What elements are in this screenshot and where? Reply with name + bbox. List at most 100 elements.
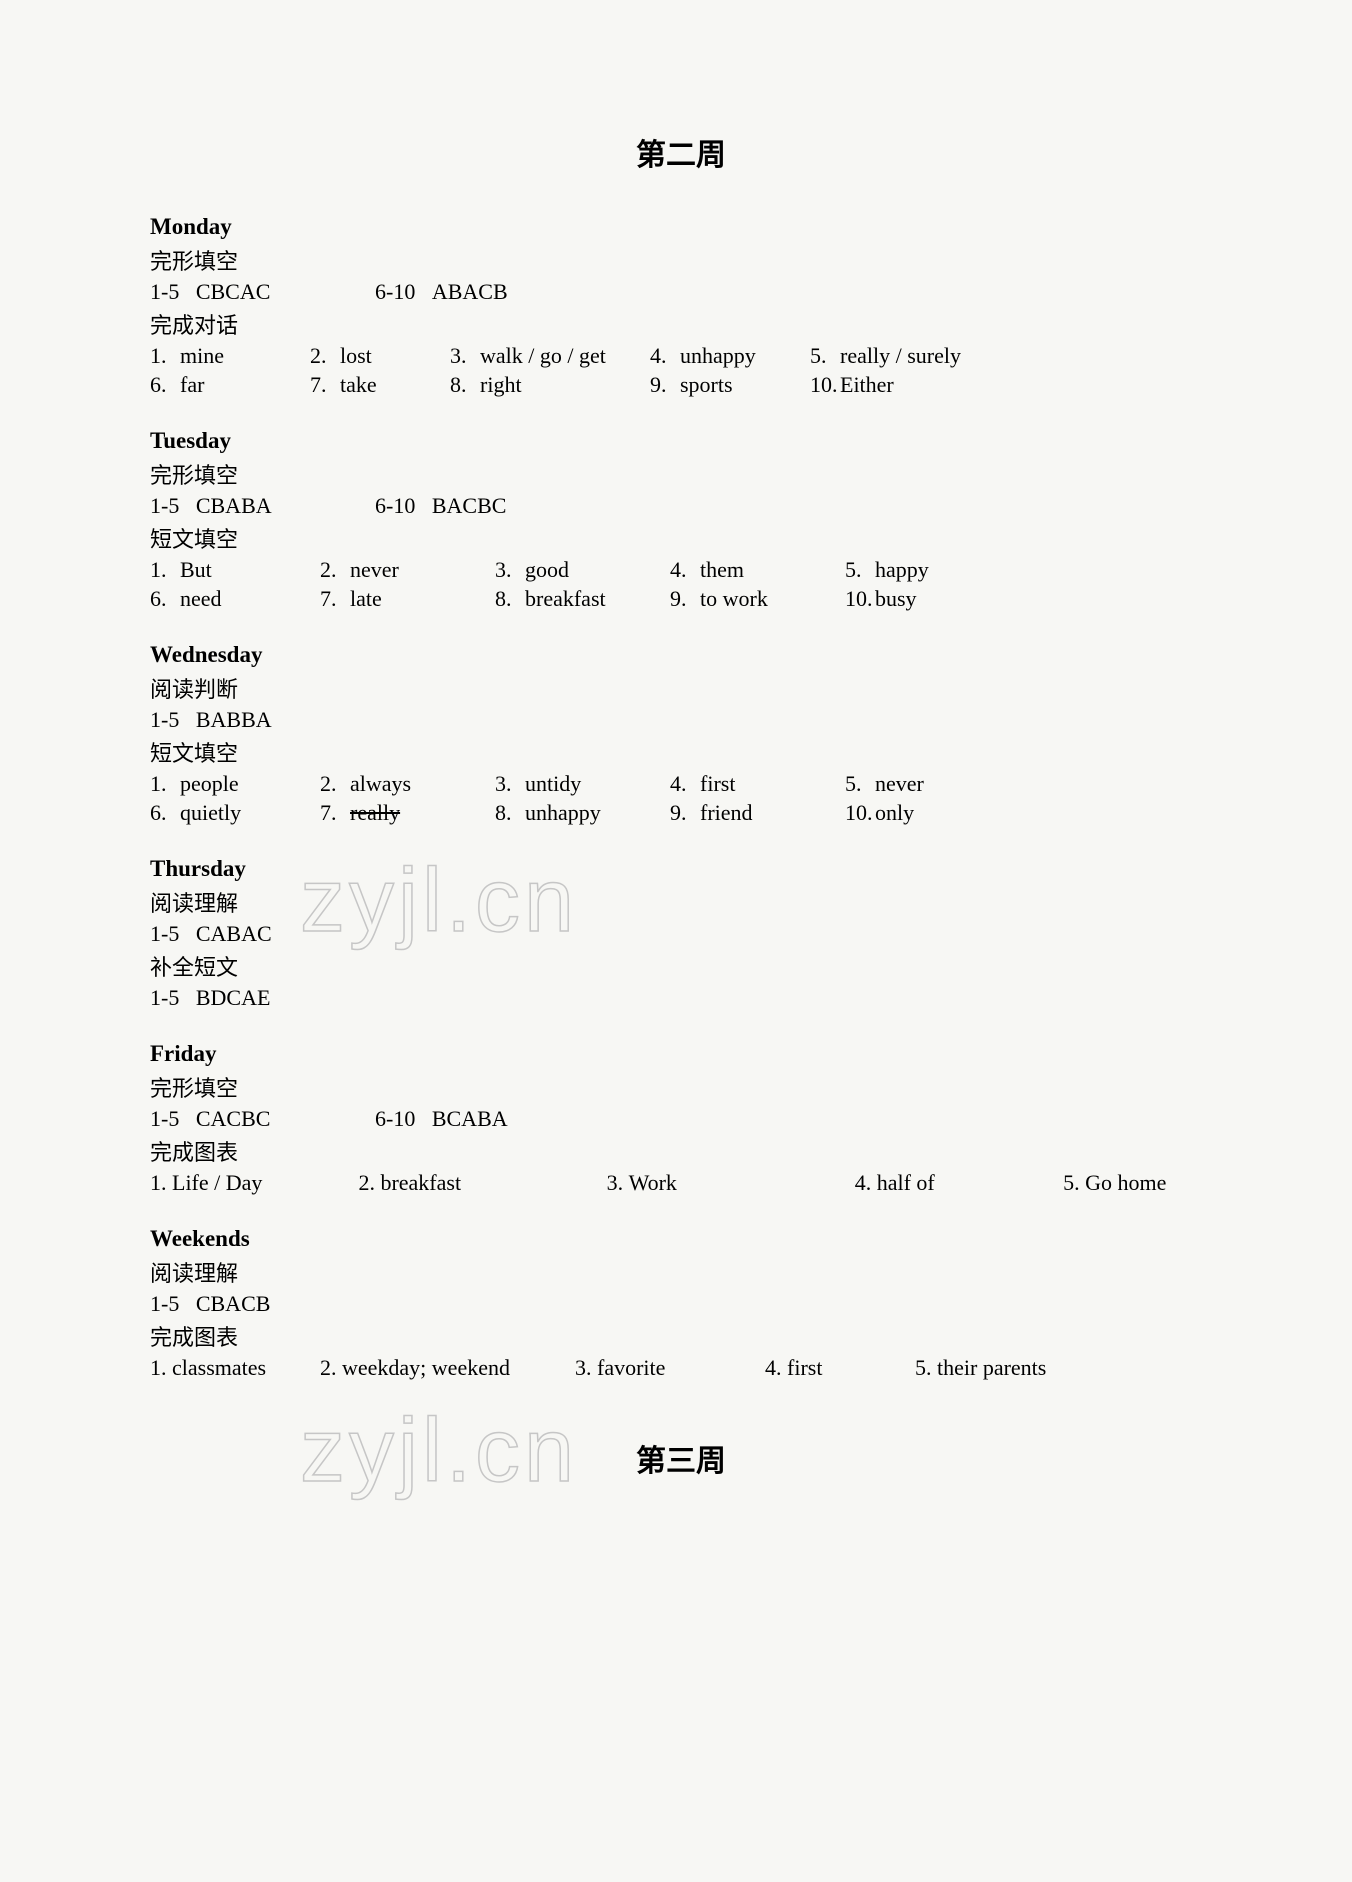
answers-text: CBCAC xyxy=(196,279,271,304)
wednesday-fill-row1: 1.people 2.always 3.untidy 4.first 5.nev… xyxy=(150,771,1212,797)
thursday-complete-label: 补全短文 xyxy=(150,950,1212,982)
answer-text: But xyxy=(180,557,212,583)
monday-title: Monday xyxy=(150,214,1212,240)
answer-text: happy xyxy=(875,557,929,583)
answer-text: Work xyxy=(629,1170,677,1196)
answer-text: Life / Day xyxy=(172,1170,262,1196)
weekends-read-answers: 1-5 CBACB xyxy=(150,1291,1212,1317)
answer-num: 2. xyxy=(320,557,350,583)
tuesday-block: Tuesday 完形填空 1-5 CBABA 6-10 BACBC 短文填空 1… xyxy=(150,428,1212,612)
range-label: 1-5 xyxy=(150,985,179,1010)
range-label: 6-10 xyxy=(375,493,415,518)
answer-num: 6. xyxy=(150,800,180,826)
answer-num: 5. xyxy=(845,557,875,583)
footer-title: 第三周 xyxy=(150,1436,1212,1480)
answer-num: 3. xyxy=(495,557,525,583)
answer-text: classmates xyxy=(172,1355,266,1381)
weekends-chart-label: 完成图表 xyxy=(150,1320,1212,1352)
answers-text: BDCAE xyxy=(196,985,271,1010)
monday-cloze-label: 完形填空 xyxy=(150,244,1212,276)
answer-num: 4. xyxy=(670,557,700,583)
answer-text: friend xyxy=(700,800,753,826)
answer-text: only xyxy=(875,800,914,826)
monday-block: Monday 完形填空 1-5 CBCAC 6-10 ABACB 完成对话 1.… xyxy=(150,214,1212,398)
wednesday-judge-answers: 1-5 BABBA xyxy=(150,707,1212,733)
range-label: 1-5 xyxy=(150,493,179,518)
answer-num: 8. xyxy=(450,372,480,398)
thursday-read-label: 阅读理解 xyxy=(150,886,1212,918)
answer-text: take xyxy=(340,372,377,398)
answer-num: 4. xyxy=(650,343,680,369)
answer-text: to work xyxy=(700,586,768,612)
weekends-read-label: 阅读理解 xyxy=(150,1256,1212,1288)
answer-text: walk / go / get xyxy=(480,343,606,369)
range-label: 1-5 xyxy=(150,921,179,946)
range-label: 1-5 xyxy=(150,1106,179,1131)
answer-text: never xyxy=(350,557,399,583)
thursday-title: Thursday xyxy=(150,856,1212,882)
answer-text: first xyxy=(700,771,735,797)
answer-num: 4. xyxy=(670,771,700,797)
tuesday-fill-label: 短文填空 xyxy=(150,522,1212,554)
answer-text: Either xyxy=(840,372,894,398)
answer-num: 7. xyxy=(320,800,350,826)
answer-num: 4. xyxy=(855,1170,872,1196)
answer-num: 6. xyxy=(150,586,180,612)
answer-text: busy xyxy=(875,586,917,612)
answer-num: 10. xyxy=(810,372,840,398)
answer-num: 6. xyxy=(150,372,180,398)
answer-text: half of xyxy=(877,1170,935,1196)
answer-num: 8. xyxy=(495,586,525,612)
answer-text: right xyxy=(480,372,522,398)
answer-num: 8. xyxy=(495,800,525,826)
wednesday-fill-label: 短文填空 xyxy=(150,736,1212,768)
wednesday-judge-label: 阅读判断 xyxy=(150,672,1212,704)
friday-title: Friday xyxy=(150,1041,1212,1067)
answers-text: BACBC xyxy=(432,493,507,518)
answer-text: good xyxy=(525,557,569,583)
monday-cloze-answers: 1-5 CBCAC 6-10 ABACB xyxy=(150,279,1212,305)
answer-num: 3. xyxy=(607,1170,624,1196)
answer-text: late xyxy=(350,586,382,612)
friday-cloze-label: 完形填空 xyxy=(150,1071,1212,1103)
answer-num: 1. xyxy=(150,343,180,369)
answer-text: really / surely xyxy=(840,343,961,369)
answer-text: their parents xyxy=(937,1355,1046,1381)
answer-num: 10. xyxy=(845,586,875,612)
answer-text: unhappy xyxy=(525,800,601,826)
answer-text: breakfast xyxy=(380,1170,461,1196)
thursday-block: Thursday 阅读理解 1-5 CABAC 补全短文 1-5 BDCAE xyxy=(150,856,1212,1011)
answers-text: ABACB xyxy=(432,279,508,304)
answer-text: them xyxy=(700,557,744,583)
answer-text: untidy xyxy=(525,771,581,797)
answer-num: 7. xyxy=(320,586,350,612)
answer-num: 5. xyxy=(1063,1170,1080,1196)
friday-chart-label: 完成图表 xyxy=(150,1135,1212,1167)
answer-text: quietly xyxy=(180,800,241,826)
answer-text-strike: really xyxy=(350,800,400,826)
answer-num: 5. xyxy=(845,771,875,797)
answer-num: 5. xyxy=(915,1355,932,1381)
answer-text: Go home xyxy=(1085,1170,1166,1196)
range-label: 1-5 xyxy=(150,707,179,732)
weekends-title: Weekends xyxy=(150,1226,1212,1252)
answer-num: 2. xyxy=(320,1355,337,1381)
answers-text: BCABA xyxy=(432,1106,508,1131)
monday-dialog-label: 完成对话 xyxy=(150,308,1212,340)
tuesday-fill-row1: 1.But 2.never 3.good 4.them 5.happy xyxy=(150,557,1212,583)
tuesday-title: Tuesday xyxy=(150,428,1212,454)
answer-num: 9. xyxy=(650,372,680,398)
answer-num: 2. xyxy=(320,771,350,797)
answer-text: unhappy xyxy=(680,343,756,369)
answer-num: 1. xyxy=(150,557,180,583)
wednesday-fill-row2: 6.quietly 7.really 8.unhappy 9.friend 10… xyxy=(150,800,1212,826)
wednesday-block: Wednesday 阅读判断 1-5 BABBA 短文填空 1.people 2… xyxy=(150,642,1212,826)
weekends-block: Weekends 阅读理解 1-5 CBACB 完成图表 1. classmat… xyxy=(150,1226,1212,1381)
answer-text: first xyxy=(787,1355,822,1381)
answer-num: 3. xyxy=(495,771,525,797)
answer-text: breakfast xyxy=(525,586,606,612)
answer-num: 4. xyxy=(765,1355,782,1381)
weekends-chart-row1: 1. classmates 2. weekday; weekend 3. fav… xyxy=(150,1355,1212,1381)
answer-num: 10. xyxy=(845,800,875,826)
answers-text: BABBA xyxy=(196,707,272,732)
